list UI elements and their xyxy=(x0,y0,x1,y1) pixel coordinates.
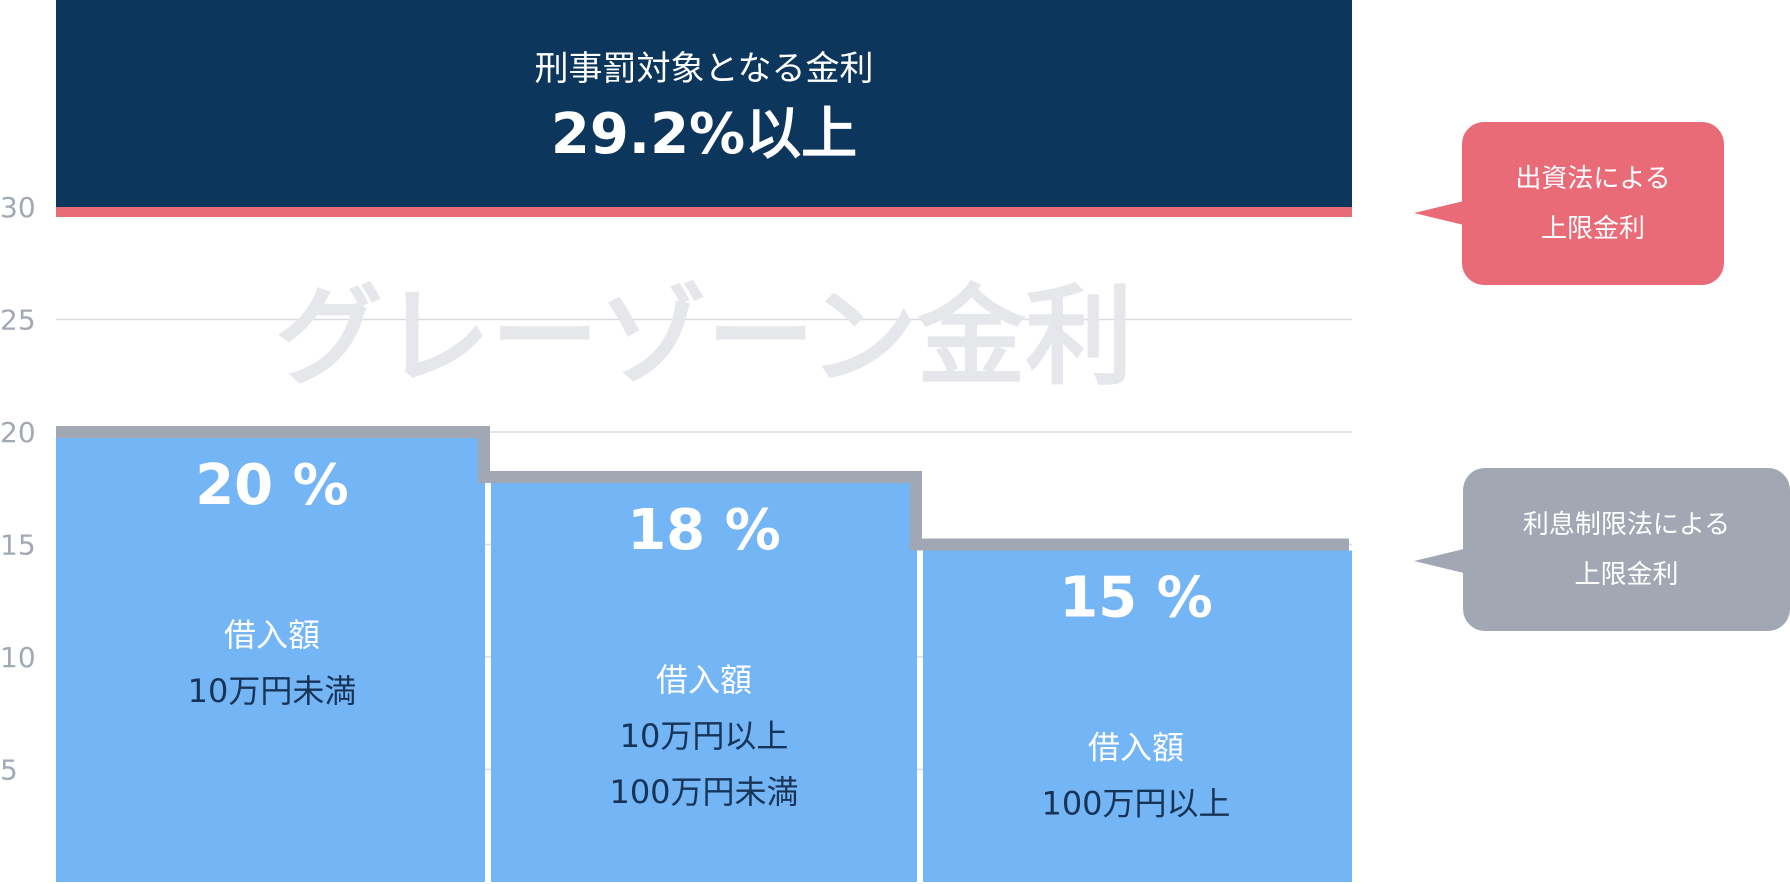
bar-rate-label-2: 18 % xyxy=(627,498,781,563)
bar-description-2-line-3: 100万円未満 xyxy=(609,773,798,811)
interest-law-callout-line2: 上限金利 xyxy=(1574,560,1679,590)
bar-3 xyxy=(923,550,1352,882)
y-tick-label-20: 20 xyxy=(0,416,36,449)
bar-group-2: 18 % 借入額 10万円以上 100万円未満 xyxy=(488,471,922,882)
interest-law-limit-cap-1 xyxy=(56,426,485,438)
bars: 20 % 借入額 10万円未満 18 % 借入額 10万円以上 100万円未満 15 % 借入額… xyxy=(56,426,1352,882)
investment-law-callout-tail xyxy=(1414,200,1468,226)
interest-law-limit-step-1 xyxy=(478,426,490,483)
bar-rate-label-1: 20 % xyxy=(195,453,349,518)
y-tick-label-25: 25 xyxy=(0,304,36,337)
investment-law-callout-line2: 上限金利 xyxy=(1540,214,1645,244)
y-axis: 5 10 15 20 25 30 xyxy=(0,191,36,787)
bar-1 xyxy=(56,438,485,882)
bar-description-1-line-2: 10万円未満 xyxy=(188,672,357,710)
gray-zone-watermark: グレーゾーン金利 xyxy=(275,275,1134,400)
bar-description-3-line-2: 100万円以上 xyxy=(1041,785,1230,823)
interest-law-callout-line1: 利息制限法による xyxy=(1522,510,1731,540)
bar-description-2-line-2: 10万円以上 xyxy=(620,717,789,755)
criminal-penalty-label: 刑事罰対象となる金利 xyxy=(535,49,874,89)
y-tick-label-15: 15 xyxy=(0,529,36,562)
interest-law-limit-cap-2 xyxy=(488,471,917,483)
investment-law-limit-line xyxy=(56,207,1352,217)
bar-description-1-line-1: 借入額 xyxy=(224,616,320,654)
bar-2 xyxy=(491,483,917,882)
bar-description-3-line-1: 借入額 xyxy=(1088,729,1184,767)
bar-group-3: 15 % 借入額 100万円以上 xyxy=(920,538,1352,882)
interest-law-callout: 利息制限法による 上限金利 xyxy=(1463,468,1790,631)
interest-law-callout-tail xyxy=(1414,548,1468,574)
bar-group-1: 20 % 借入額 10万円未満 xyxy=(56,426,490,882)
bar-description-2-line-1: 借入額 xyxy=(656,661,752,699)
criminal-penalty-band xyxy=(56,0,1352,210)
y-tick-label-10: 10 xyxy=(0,641,36,674)
investment-law-callout-line1: 出資法による xyxy=(1515,164,1671,194)
interest-law-limit-cap-3 xyxy=(920,538,1349,551)
interest-law-limit-step-2 xyxy=(910,471,922,551)
investment-law-callout: 出資法による 上限金利 xyxy=(1462,122,1724,285)
y-tick-label-30: 30 xyxy=(0,191,36,224)
y-tick-label-5: 5 xyxy=(0,754,18,787)
bar-rate-label-3: 15 % xyxy=(1059,566,1213,631)
criminal-penalty-rate: 29.2%以上 xyxy=(551,102,857,167)
